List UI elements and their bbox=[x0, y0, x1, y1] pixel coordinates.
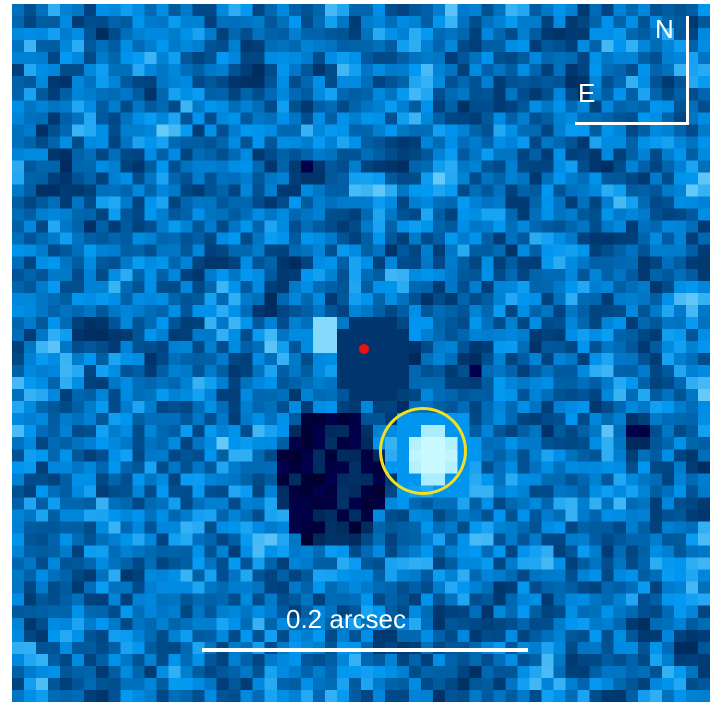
north-label: N bbox=[655, 14, 674, 44]
companion-circle bbox=[379, 407, 467, 495]
star-position-marker bbox=[359, 344, 369, 354]
image-frame: N E 0.2 arcsec bbox=[12, 4, 710, 702]
east-label: E bbox=[578, 78, 596, 108]
scale-bar-label: 0.2 arcsec bbox=[286, 604, 406, 634]
north-arrow bbox=[686, 16, 689, 124]
east-arrow bbox=[575, 122, 689, 125]
scale-bar bbox=[202, 648, 528, 652]
